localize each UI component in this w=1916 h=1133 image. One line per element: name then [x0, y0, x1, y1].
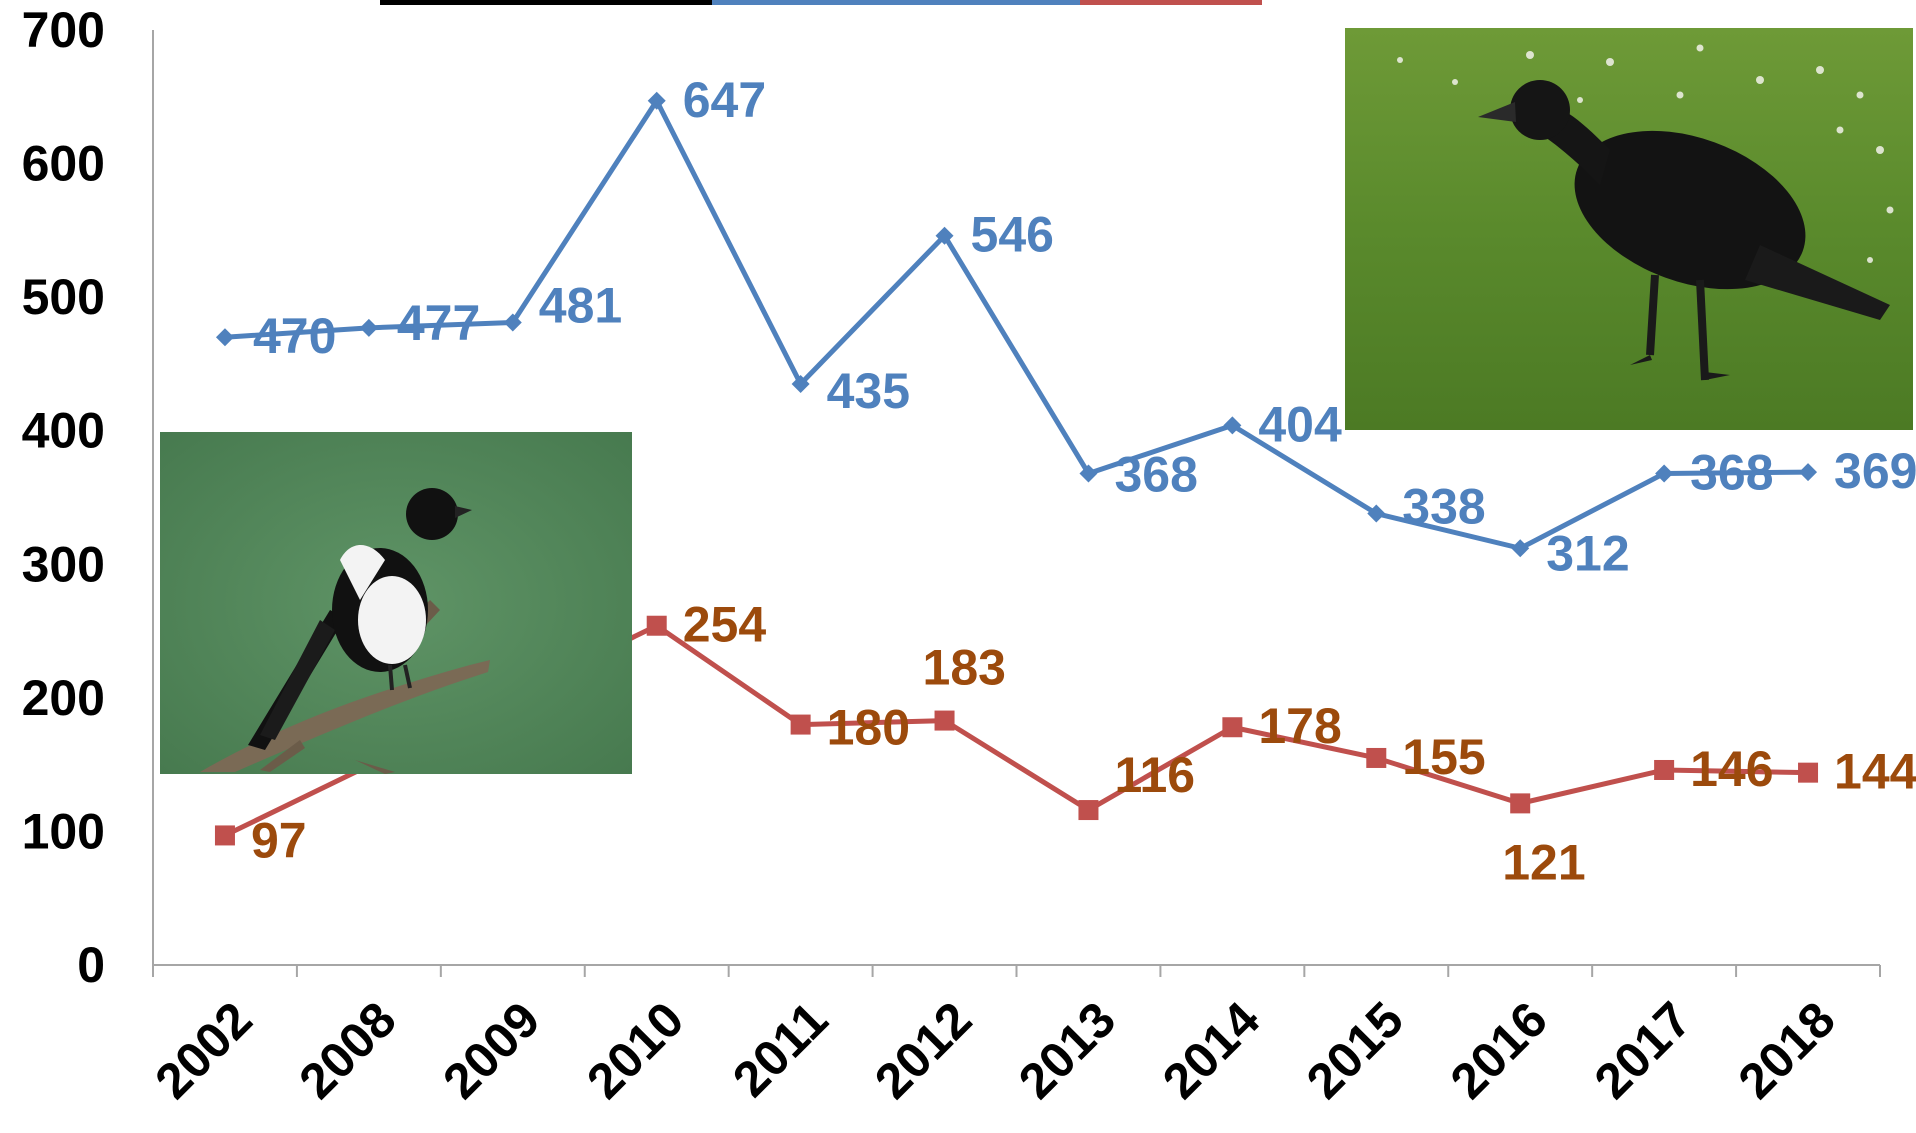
data-label-magpie: 254 [683, 597, 767, 653]
y-tick-label: 500 [22, 269, 105, 325]
data-label-crow: 404 [1258, 396, 1342, 452]
y-tick-labels: 0 100 200 300 400 500 600 700 [22, 2, 105, 993]
marker-crow-point [1511, 539, 1530, 558]
x-tick-label: 2008 [288, 991, 406, 1109]
data-label-crow: 312 [1546, 525, 1629, 581]
magpie-photo [160, 432, 632, 774]
data-label-magpie: 180 [827, 700, 910, 756]
marker-magpie-point [1222, 717, 1243, 738]
legend [380, 0, 1262, 5]
y-tick-label: 700 [22, 2, 105, 58]
data-label-magpie: 178 [1258, 698, 1341, 754]
data-label-magpie: 144 [1834, 744, 1916, 800]
data-labels: 470 477 481 647 435 546 368 404 338 312 368 369 97 25… [251, 72, 1916, 891]
x-tick-label: 2017 [1584, 991, 1702, 1109]
data-label-crow: 481 [539, 278, 622, 334]
data-label-crow: 368 [1690, 444, 1773, 500]
marker-magpie-point [646, 615, 667, 636]
data-label-magpie: 155 [1402, 729, 1485, 785]
marker-crow-point [503, 313, 522, 332]
marker-crow-point [215, 328, 234, 347]
data-label-magpie: 97 [251, 812, 307, 868]
x-tick-label: 2011 [722, 991, 838, 1107]
data-label-magpie: 121 [1502, 834, 1585, 890]
data-label-magpie: 146 [1690, 741, 1773, 797]
data-label-crow: 368 [1114, 446, 1197, 502]
marker-crow-point [791, 374, 810, 393]
data-label-crow: 470 [253, 308, 336, 364]
marker-crow-point [1223, 416, 1242, 435]
x-tick-marks [152, 965, 1881, 977]
marker-magpie-point [1654, 759, 1675, 780]
marker-magpie-point [790, 714, 811, 735]
legend-swatch-blue [712, 0, 1080, 5]
data-label-crow: 369 [1834, 443, 1916, 499]
marker-crow-point [935, 226, 954, 245]
marker-crow-point [1367, 504, 1386, 523]
data-label-crow: 338 [1402, 479, 1485, 535]
x-tick-label: 2002 [144, 991, 262, 1109]
x-tick-label: 2014 [1152, 991, 1270, 1109]
x-tick-label: 2018 [1728, 991, 1846, 1109]
series-line-crow [224, 98, 1809, 551]
data-label-crow: 435 [827, 363, 910, 419]
data-label-crow: 647 [683, 72, 766, 128]
marker-magpie-point [214, 825, 235, 846]
y-tick-label: 100 [22, 803, 105, 859]
series-lines [223, 98, 1809, 838]
data-label-magpie: 116 [1114, 747, 1195, 803]
marker-crow-point [647, 91, 666, 110]
legend-swatch-black [380, 0, 712, 5]
y-tick-label: 200 [22, 670, 105, 726]
data-label-crow: 477 [397, 295, 480, 351]
marker-crow-point [1799, 463, 1818, 482]
marker-magpie-point [1078, 800, 1099, 821]
x-tick-label: 2015 [1296, 991, 1414, 1109]
marker-magpie-point [1510, 793, 1531, 814]
marker-magpie-point [1798, 762, 1819, 783]
x-tick-label: 2012 [864, 991, 982, 1109]
x-tick-label: 2009 [432, 991, 550, 1109]
data-label-magpie: 183 [923, 640, 1006, 696]
marker-magpie-point [934, 710, 955, 731]
x-tick-label: 2016 [1440, 991, 1558, 1109]
y-tick-label: 300 [22, 536, 105, 592]
x-tick-label: 2013 [1008, 991, 1126, 1109]
y-tick-label: 600 [22, 136, 105, 192]
x-tick-labels: 2002 2008 2009 2010 2011 2012 2013 2014 2015 2016… [144, 991, 1845, 1109]
x-tick-label: 2010 [576, 991, 694, 1109]
y-tick-label: 0 [77, 937, 105, 993]
marker-crow-point [359, 318, 378, 337]
crow-photo [1345, 28, 1913, 430]
marker-crow-point [1655, 464, 1674, 483]
data-label-crow: 546 [971, 207, 1054, 263]
marker-magpie-point [1366, 747, 1387, 768]
series-markers [214, 91, 1819, 846]
legend-swatch-red [1080, 0, 1262, 5]
series-line-magpie [223, 623, 1809, 838]
y-tick-label: 400 [22, 403, 105, 459]
marker-crow-point [1079, 464, 1098, 483]
